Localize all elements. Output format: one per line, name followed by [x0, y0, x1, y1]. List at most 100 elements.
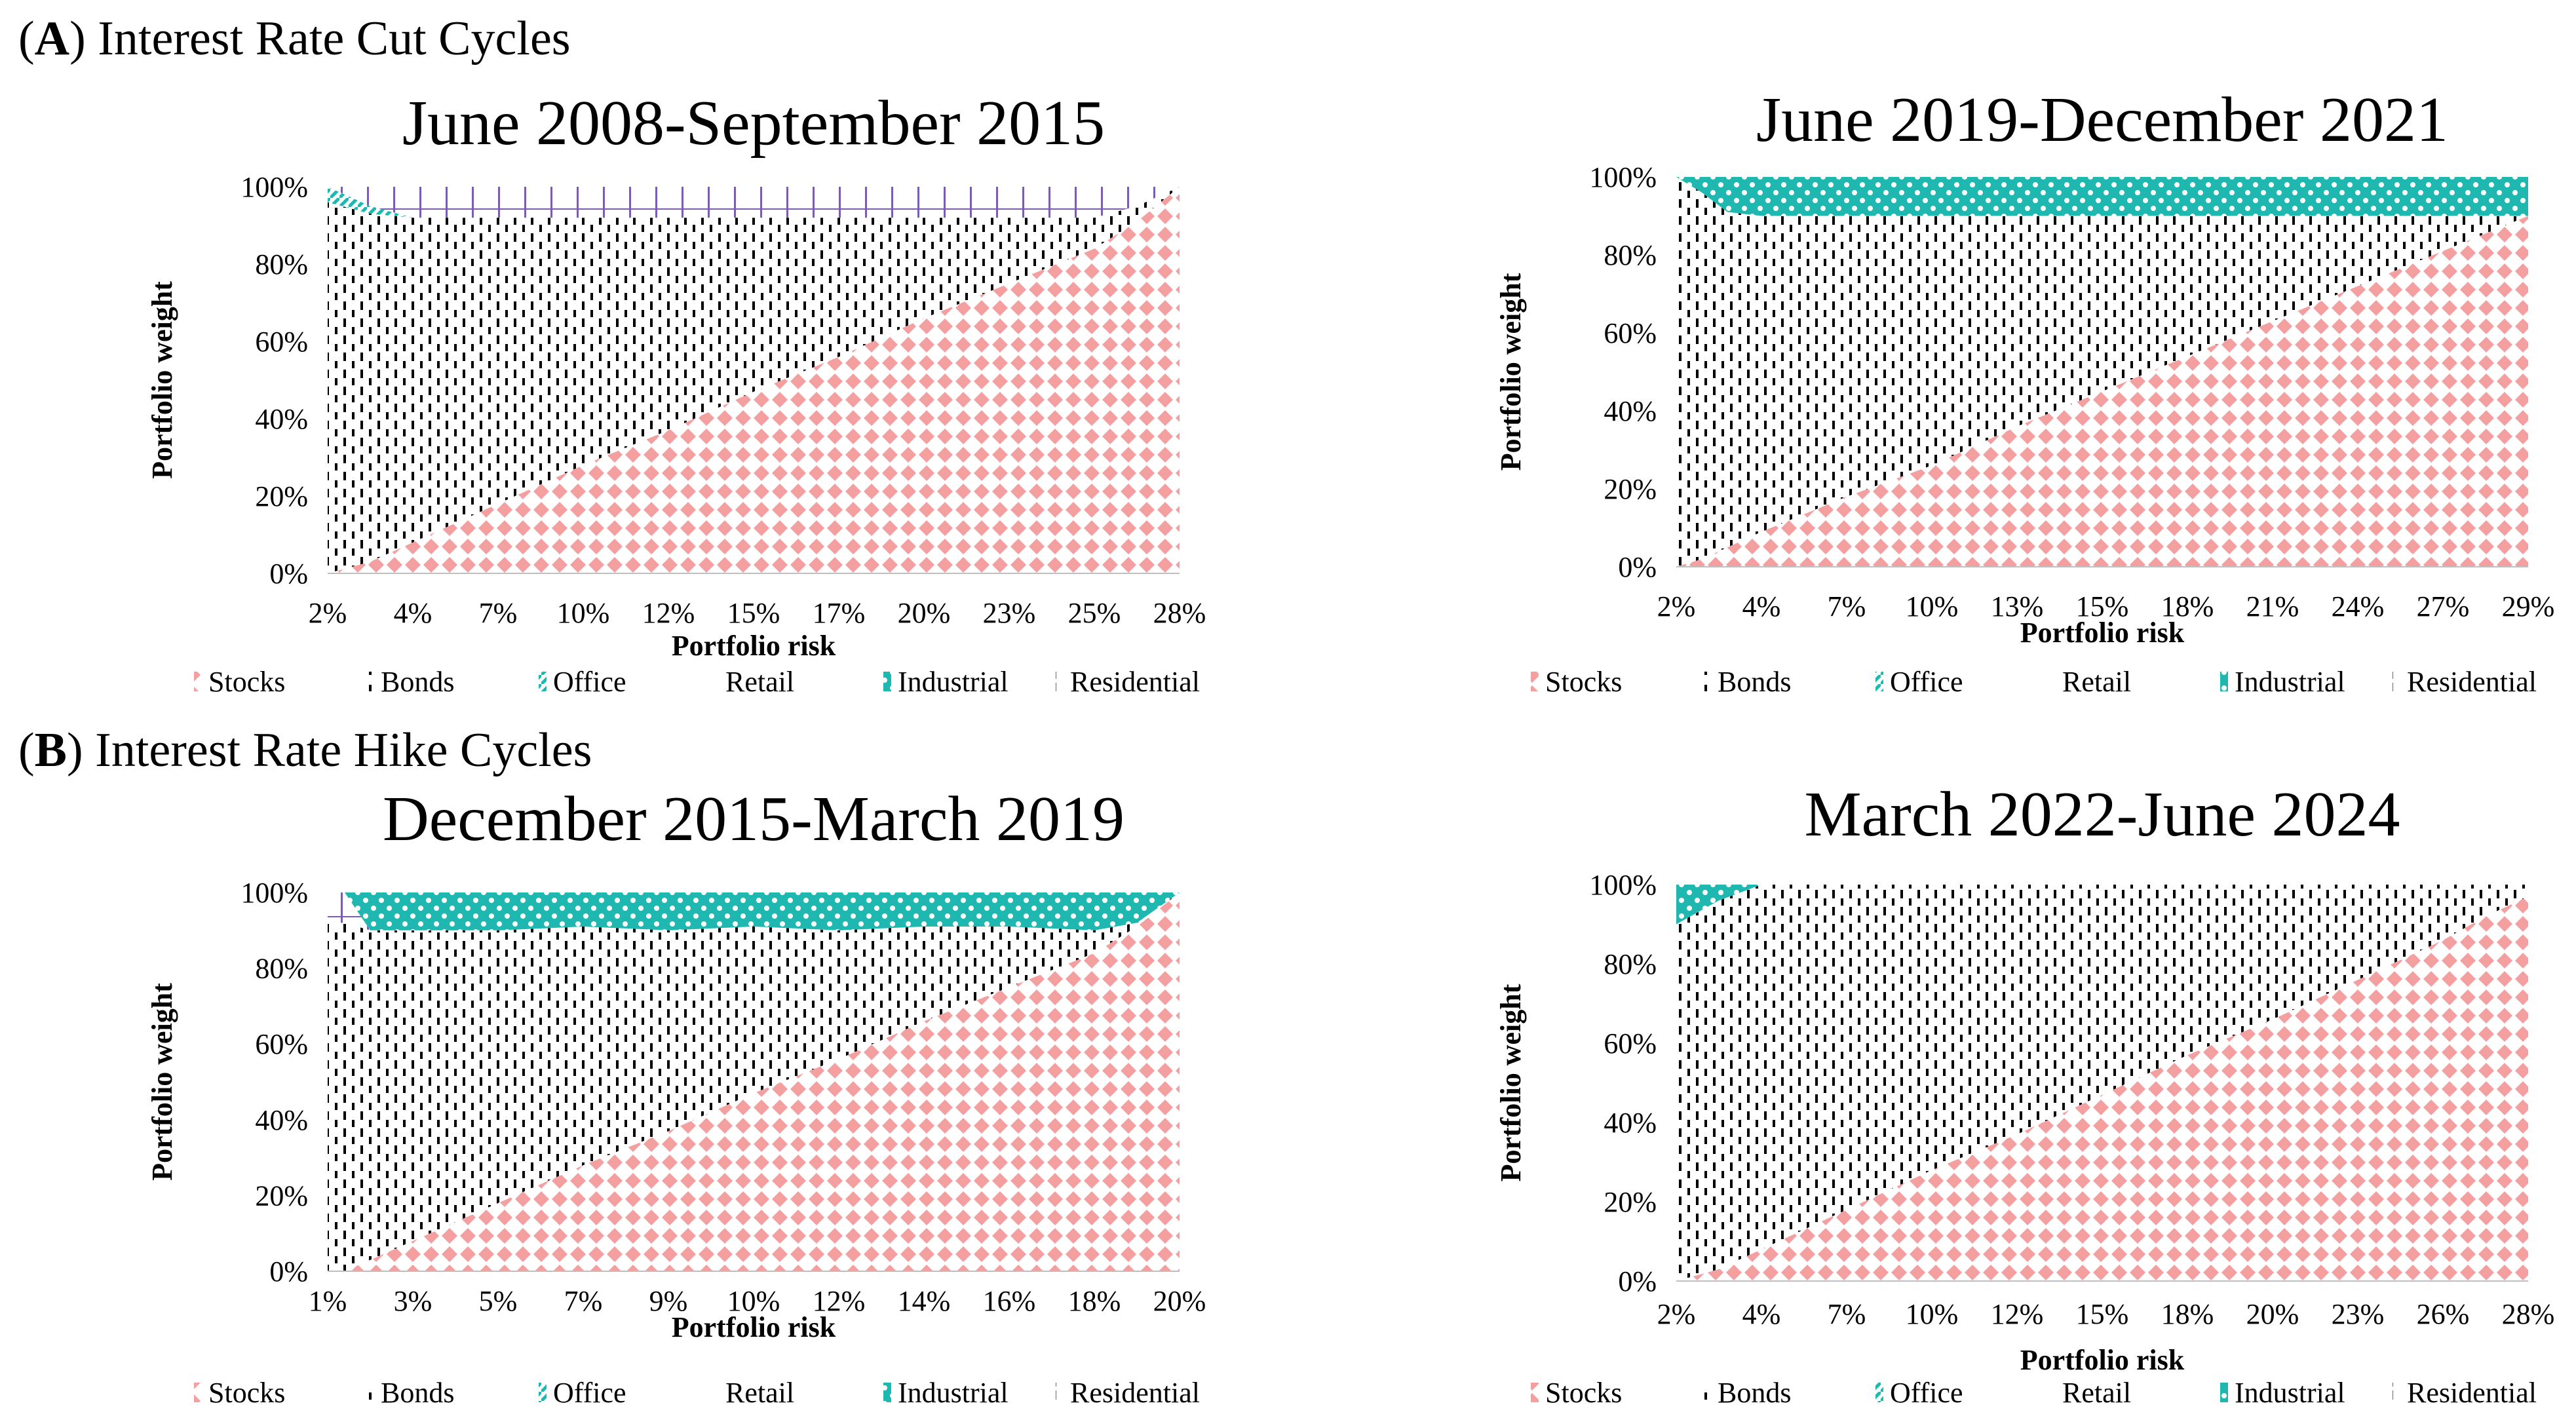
x-tick-label: 10% [727, 1285, 780, 1317]
x-tick-label: 10% [1906, 590, 1959, 623]
y-tick-label: 100% [1589, 161, 1657, 193]
y-tick-label: 80% [255, 248, 308, 280]
y-tick-label: 40% [255, 403, 308, 435]
legend-item-retail: Retail [2048, 666, 2131, 698]
legend-item-bonds: Bonds [366, 666, 454, 698]
legend-item-residential: Residential [2393, 666, 2537, 698]
x-tick-label: 7% [1828, 590, 1866, 623]
legend-swatch [1056, 672, 1064, 691]
x-tick-label: 3% [394, 1285, 433, 1317]
area-retail [328, 187, 1180, 218]
legend-item-retail: Retail [2048, 1377, 2131, 1409]
chart-cut-2008-2015: June 2008-September 2015 0% 20% 40% 60% 80% 10… [0, 79, 1284, 708]
legend-item-residential: Residential [1056, 666, 1200, 698]
legend-item-industrial: Industrial [2220, 1377, 2345, 1409]
chart-svg: June 2008-September 2015 0% 20% 40% 60% 80% 10… [146, 88, 1206, 698]
legend-item-residential: Residential [2393, 1377, 2537, 1409]
legend-label: Residential [2407, 666, 2537, 698]
legend-label: Retail [2062, 1377, 2131, 1409]
y-tick-label: 20% [1604, 473, 1657, 505]
area-stocks [1676, 896, 2528, 1281]
legend-swatch [539, 1383, 547, 1402]
legend-label: Industrial [2235, 666, 2345, 698]
legend-item-stocks: Stocks [194, 666, 285, 698]
y-axis-title: Portfolio weight [146, 983, 178, 1181]
y-tick-label: 100% [240, 171, 308, 203]
legend-swatch [1875, 672, 1883, 691]
legend-item-stocks: Stocks [1531, 1377, 1622, 1409]
area-industrial [328, 892, 1180, 930]
legend-item-office: Office [1875, 1377, 1963, 1409]
legend-label: Bonds [1718, 666, 1791, 698]
x-tick-label: 10% [557, 597, 610, 629]
x-tick-label: 7% [564, 1285, 603, 1317]
y-tick-label: 60% [255, 1028, 308, 1060]
legend-item-office: Office [1875, 666, 1963, 698]
x-tick-label: 28% [1153, 597, 1206, 629]
x-tick-label: 16% [983, 1285, 1036, 1317]
legend-swatch [883, 1383, 891, 1402]
chart-svg: December 2015-March 2019 0% 20% 40% 60% 80% 10… [146, 784, 1206, 1409]
legend-swatch [366, 672, 374, 691]
y-tick-label: 80% [255, 953, 308, 985]
y-tick-label: 0% [269, 558, 308, 590]
x-tick-label: 15% [727, 597, 780, 629]
x-tick-label: 15% [2076, 1298, 2129, 1330]
legend-swatch [1531, 672, 1539, 691]
y-tick-label: 80% [1604, 239, 1657, 271]
legend-label: Retail [725, 1377, 794, 1409]
legend-label: Residential [2407, 1377, 2537, 1409]
x-tick-label: 2% [1657, 1298, 1696, 1330]
x-tick-label: 7% [479, 597, 518, 629]
x-tick-label: 23% [983, 597, 1036, 629]
chart-title: June 2019-December 2021 [1756, 85, 2448, 155]
section-b-text: Interest Rate Hike Cycles [95, 723, 592, 777]
legend-label: Industrial [898, 666, 1009, 698]
x-tick-label: 24% [2332, 590, 2385, 623]
chart-title: June 2008-September 2015 [402, 88, 1105, 159]
x-tick-label: 28% [2502, 1298, 2555, 1330]
y-tick-label: 40% [1604, 395, 1657, 427]
legend-swatch [2220, 672, 2228, 691]
legend-label: Stocks [208, 1377, 285, 1409]
chart-cut-2019-2021: June 2019-December 2021 0% 20% 40% 60% 80% 100… [1284, 79, 2576, 708]
legend-label: Stocks [1545, 1377, 1622, 1409]
x-tick-label: 4% [394, 597, 433, 629]
y-tick-label: 100% [1589, 869, 1657, 901]
legend-label: Industrial [2235, 1377, 2345, 1409]
legend-item-retail: Retail [711, 666, 794, 698]
y-axis-title: Portfolio weight [1495, 273, 1527, 470]
legend-swatch [2393, 672, 2400, 691]
x-tick-label: 4% [1742, 590, 1781, 623]
legend-item-industrial: Industrial [2220, 666, 2345, 698]
x-axis-title: Portfolio risk [2020, 1344, 2185, 1376]
x-tick-label: 20% [898, 597, 951, 629]
x-tick-label: 25% [1068, 597, 1121, 629]
legend-swatch [194, 1383, 202, 1402]
x-tick-label: 7% [1828, 1298, 1866, 1330]
legend-item-retail: Retail [711, 1377, 794, 1409]
legend-label: Retail [2062, 666, 2131, 698]
chart-svg: March 2022-June 2024 0% 20% 40% 60% 80% 100% 2%… [1495, 779, 2555, 1409]
legend-swatch [883, 672, 891, 691]
area-industrial [1676, 177, 2528, 216]
x-tick-label: 9% [649, 1285, 688, 1317]
legend-item-industrial: Industrial [883, 666, 1009, 698]
legend-label: Retail [725, 666, 794, 698]
legend-label: Bonds [381, 666, 454, 698]
legend-label: Office [1890, 1377, 1963, 1409]
x-tick-label: 13% [1991, 590, 2044, 623]
area-bonds [328, 892, 1180, 1271]
legend-swatch [539, 672, 547, 691]
legend-label: Bonds [1718, 1377, 1791, 1409]
legend-swatch [1703, 672, 1711, 691]
legend-swatch [1703, 1383, 1711, 1402]
x-tick-label: 1% [309, 1285, 347, 1317]
legend-label: Stocks [208, 666, 285, 698]
legend-swatch [2048, 672, 2056, 691]
legend-label: Stocks [1545, 666, 1622, 698]
y-axis-title: Portfolio weight [1495, 984, 1527, 1181]
legend-label: Office [553, 1377, 626, 1409]
x-tick-label: 12% [642, 597, 695, 629]
legend-swatch [711, 1383, 719, 1402]
